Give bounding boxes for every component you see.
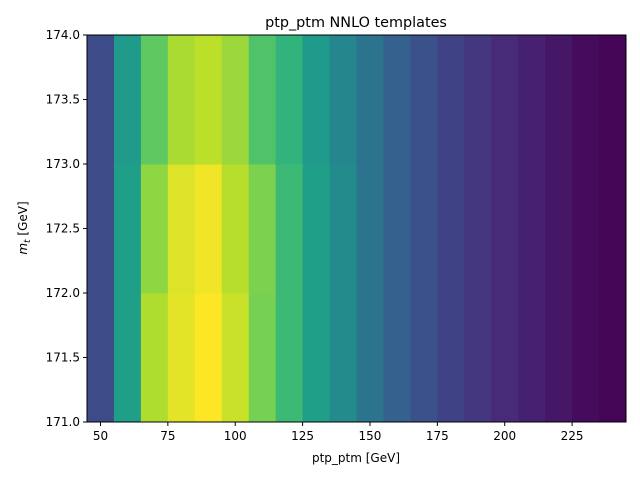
- heatmap-cell: [167, 293, 196, 423]
- heatmap-cell: [302, 164, 331, 294]
- heatmap-cell: [194, 293, 223, 423]
- x-axis-ticks: 50 75 100 125 150 175 200 225: [93, 422, 584, 443]
- heatmap-cell: [140, 293, 169, 423]
- heatmap-cell: [464, 164, 492, 294]
- heatmap-cell: [113, 293, 142, 423]
- heatmap-cell: [572, 35, 600, 165]
- heatmap-cell: [383, 35, 411, 165]
- heatmap-cell: [383, 293, 411, 423]
- heatmap-cell: [356, 164, 384, 294]
- heatmap-cell: [275, 35, 304, 165]
- heatmap-cell: [113, 35, 142, 165]
- heatmap-cell: [437, 293, 465, 423]
- heatmap-cell: [545, 35, 573, 165]
- heatmap-cell: [599, 164, 627, 294]
- heatmap-cell: [275, 164, 304, 294]
- heatmap-cell: [572, 293, 600, 423]
- heatmap-cell: [167, 164, 196, 294]
- y-tick-label: 171.5: [46, 351, 80, 365]
- x-tick-label: 200: [493, 429, 516, 443]
- heatmap-cell: [572, 164, 600, 294]
- heatmap-cell: [518, 293, 546, 423]
- heatmap-cell: [437, 164, 465, 294]
- heatmap-cell: [221, 293, 250, 423]
- y-tick-label: 174.0: [46, 28, 80, 42]
- heatmap-cell: [221, 164, 250, 294]
- x-tick-label: 175: [426, 429, 449, 443]
- y-tick-label: 171.0: [46, 415, 80, 429]
- y-tick-label: 173.5: [46, 93, 80, 107]
- heatmap-cell: [518, 164, 546, 294]
- heatmap-cell: [275, 293, 304, 423]
- x-tick-label: 100: [224, 429, 247, 443]
- heatmap-cell: [194, 164, 223, 294]
- heatmap-cell: [221, 35, 250, 165]
- heatmap-cell: [140, 164, 169, 294]
- heatmap-cell: [329, 293, 357, 423]
- heatmap-cell: [491, 293, 519, 423]
- heatmap-cell: [140, 35, 169, 165]
- chart-title: ptp_ptm NNLO templates: [265, 15, 447, 31]
- heatmap-cell: [464, 293, 492, 423]
- heatmap-cell: [302, 35, 331, 165]
- heatmap-cell: [87, 293, 115, 423]
- heatmap-cell: [329, 35, 357, 165]
- heatmap-cell: [491, 35, 519, 165]
- heatmap-cell: [437, 35, 465, 165]
- heatmap-cell: [464, 35, 492, 165]
- y-tick-label: 173.0: [46, 157, 80, 171]
- y-axis-label: mt [GeV]: [16, 201, 33, 254]
- heatmap-cell: [491, 164, 519, 294]
- heatmap-cell: [356, 35, 384, 165]
- heatmap-cell: [302, 293, 331, 423]
- heatmap-cell: [545, 293, 573, 423]
- heatmap-cell: [518, 35, 546, 165]
- heatmap-cell: [410, 293, 438, 423]
- heatmap-cell: [87, 164, 115, 294]
- heatmap-cell: [248, 35, 277, 165]
- heatmap-cell: [383, 164, 411, 294]
- heatmap-cell: [410, 35, 438, 165]
- y-tick-label: 172.5: [46, 222, 80, 236]
- y-axis-ticks: 171.0 171.5 172.0 172.5 173.0 173.5 174.0: [46, 28, 87, 429]
- heatmap-cell: [87, 35, 115, 165]
- heatmap-cell: [113, 164, 142, 294]
- x-tick-label: 125: [291, 429, 314, 443]
- heatmap-cell: [356, 293, 384, 423]
- heatmap-cell: [194, 35, 223, 165]
- heatmap-cells: [87, 35, 627, 423]
- x-tick-label: 150: [359, 429, 382, 443]
- heatmap-cell: [167, 35, 196, 165]
- x-tick-label: 225: [561, 429, 584, 443]
- heatmap-cell: [410, 164, 438, 294]
- x-tick-label: 75: [160, 429, 175, 443]
- y-tick-label: 172.0: [46, 286, 80, 300]
- heatmap-cell: [329, 164, 357, 294]
- x-axis-label: ptp_ptm [GeV]: [312, 451, 400, 465]
- heatmap-cell: [248, 293, 277, 423]
- heatmap-cell: [545, 164, 573, 294]
- heatmap-cell: [599, 35, 627, 165]
- heatmap-cell: [599, 293, 627, 423]
- heatmap-cell: [248, 164, 277, 294]
- x-tick-label: 50: [93, 429, 108, 443]
